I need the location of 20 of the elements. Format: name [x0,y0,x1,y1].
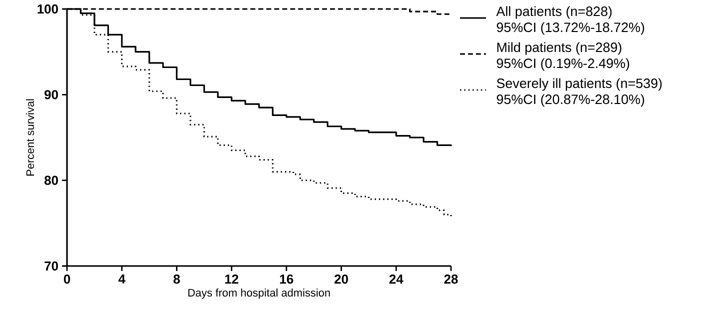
x-tick-label: 4 [118,274,126,284]
x-tick-label: 28 [444,274,458,284]
x-tick-label: 0 [64,274,70,284]
text: 95%CI (0.19%-2.49%) [496,58,630,71]
x-tick-label: 20 [334,274,348,284]
y-tick-label: 90 [44,90,58,100]
y-tick-label: 100 [38,4,58,14]
text: 95%CI (13.72%-18.72%) [496,22,644,35]
x-tick-label: 16 [280,274,294,284]
y-axis-title: Percent survival [26,99,34,176]
text: 95%CI (20.87%-28.10%) [496,94,644,107]
x-tick-label: 24 [389,274,404,284]
y-tick-label: 80 [44,176,58,185]
legend-label: Severely ill patients (n=539) [496,78,662,91]
legend-label: All patients (n=828) [496,6,612,19]
x-axis-title: Days from hospital admission [188,288,330,299]
x-tick-label: 12 [225,274,238,284]
x-tick-label: 8 [174,274,180,284]
legend-label: Mild patients (n=289) [497,42,622,55]
y-tick-label: 70 [44,261,58,271]
